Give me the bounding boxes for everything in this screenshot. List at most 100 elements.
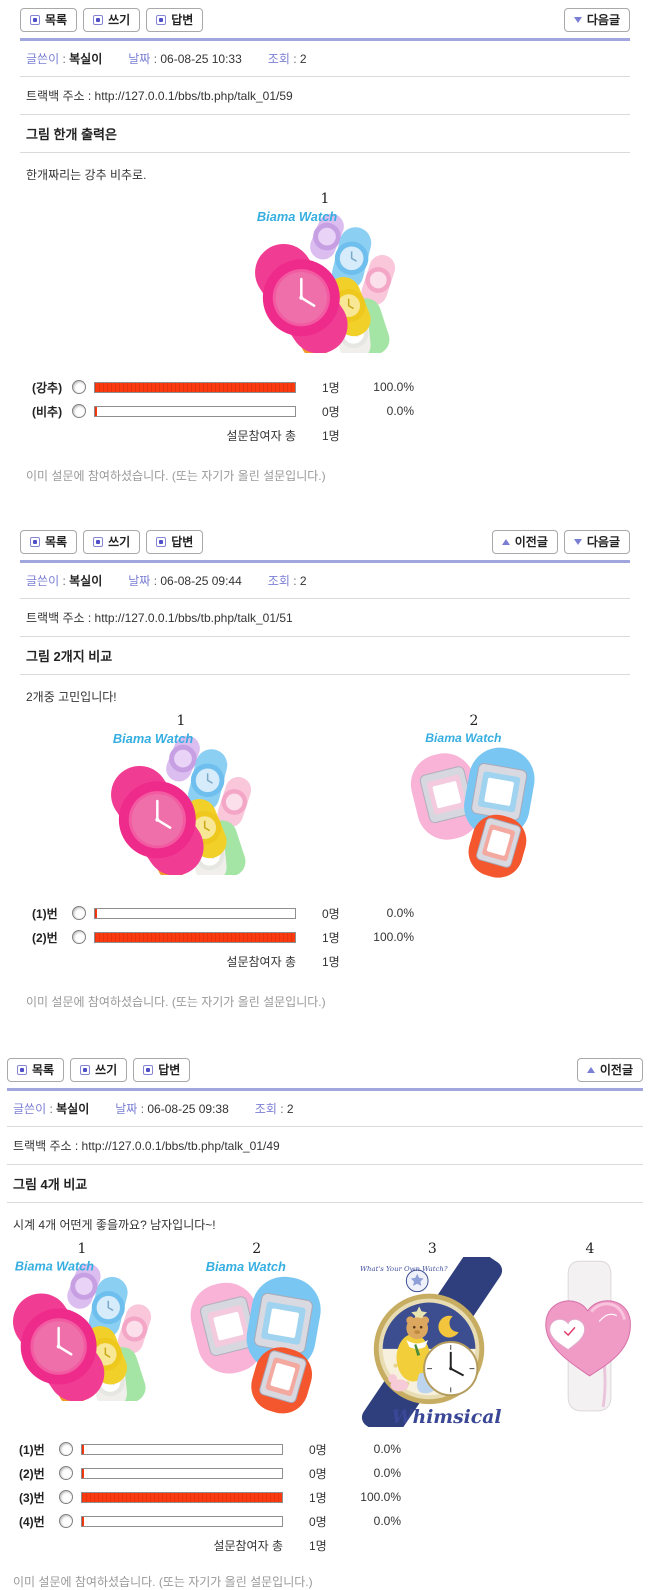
post-date: 06-08-25 09:38 (147, 1101, 229, 1116)
view-count: 2 (299, 573, 307, 588)
prev-post-button[interactable]: 이전글 (576, 1058, 643, 1082)
write-button[interactable]: 쓰기 (83, 530, 141, 554)
poll-figure: 1 Biama Watch (9, 1241, 155, 1401)
figures: 1 Biama Watch 2 Biama Watch (20, 711, 630, 879)
poll-option-percent: 100.0% (373, 380, 414, 394)
poll-option-radio[interactable] (72, 906, 86, 920)
poll-bar-track (81, 1467, 283, 1479)
poll-figure: 4 (539, 1241, 641, 1421)
poll-option-percent: 100.0% (373, 930, 414, 944)
brand-text: Biama Watch (113, 731, 193, 746)
brand-text: What's Your Own Watch? (360, 1265, 448, 1273)
toolbar-left: 목록 쓰기 답변 (20, 530, 204, 554)
brand-text: Biama Watch (15, 1260, 94, 1274)
poll-figure: 2 Biama Watch (404, 713, 544, 879)
figures: 1 Biama Watch 2 Biama Watch 3 What's You… (7, 1239, 643, 1427)
separator: : (46, 1101, 57, 1116)
next-post-button[interactable]: 다음글 (563, 530, 630, 554)
post-info-row: 글쓴이 : 복실이 날짜 : 06-08-25 09:38 조회 : 2 (7, 1091, 643, 1127)
poll-total-count: 1명 (322, 428, 340, 443)
list-button[interactable]: 목록 (20, 530, 78, 554)
poll-option-radio[interactable] (72, 380, 86, 394)
toolbar-right: 이전글 (576, 1058, 643, 1082)
poll-figure: 3 What's Your Own Watch? Whimsical (358, 1241, 507, 1427)
poll-option-label: (1)번 (19, 1442, 45, 1457)
prev-post-label: 이전글 (514, 535, 548, 549)
poll-option-radio[interactable] (59, 1442, 73, 1456)
write-button[interactable]: 쓰기 (70, 1058, 128, 1082)
poll-option-row: (3)번 1명 100.0% (19, 1485, 643, 1509)
reply-button[interactable]: 답변 (146, 530, 204, 554)
poll-total-row: 설문참여자 총 1명 (19, 1533, 643, 1557)
poll-option-percent: 0.0% (386, 404, 414, 418)
bullet-icon (156, 537, 167, 547)
trackback-label: 트랙백 주소 : (26, 611, 92, 625)
poll-total-label: 설문참여자 총 (226, 428, 296, 443)
watch-image-heart (544, 1259, 632, 1413)
poll-total-count: 1명 (322, 954, 340, 969)
poll-figure: 1 Biama Watch (250, 191, 400, 353)
poll-option-radio[interactable] (59, 1466, 73, 1480)
poll-option-radio[interactable] (59, 1514, 73, 1528)
poll-bar-fill (95, 908, 97, 918)
bullet-icon (30, 537, 40, 547)
next-post-button[interactable]: 다음글 (563, 8, 630, 32)
post-title: 그림 한개 출력은 (20, 115, 630, 153)
bullet-icon (93, 15, 104, 25)
bullet-icon (30, 15, 40, 25)
list-button[interactable]: 목록 (20, 8, 78, 32)
poll-total-count: 1명 (309, 1538, 327, 1553)
views-label: 조회 (254, 1102, 277, 1116)
post: 목록 쓰기 답변 이전글 글쓴이 : 복실이 날짜 : 06-08-25 09:… (0, 1050, 650, 1590)
reply-button[interactable]: 답변 (133, 1058, 191, 1082)
poll-option-label: (강추) (32, 380, 63, 395)
figure-number: 2 (252, 1241, 262, 1257)
list-button-label: 목록 (45, 13, 68, 27)
post-body: 시계 4개 어떤게 좋을까요? 남자입니다~! (13, 1218, 216, 1232)
poll-total-row: 설문참여자 총 1명 (32, 423, 630, 447)
poll-bar-fill (82, 1516, 84, 1526)
brand-text: Biama Watch (205, 1259, 285, 1274)
poll-option-count: 0명 (309, 1466, 327, 1481)
poll-option-percent: 0.0% (373, 1466, 401, 1480)
poll-option-label: (2)번 (19, 1466, 45, 1481)
bullet-icon (93, 537, 104, 547)
write-button-label: 쓰기 (108, 13, 131, 27)
poll-notice: 이미 설문에 참여하셨습니다. (또는 자기가 올린 설문입니다.) (26, 469, 326, 483)
view-count: 2 (299, 51, 307, 66)
post-title: 그림 2개지 비교 (20, 637, 630, 675)
toolbar: 목록 쓰기 답변 이전글 다음글 (20, 522, 630, 560)
figures: 1 Biama Watch (20, 189, 630, 353)
date-label: 날짜 (128, 52, 151, 66)
reply-button[interactable]: 답변 (146, 8, 204, 32)
poll-option-radio[interactable] (72, 404, 86, 418)
list-button[interactable]: 목록 (7, 1058, 65, 1082)
toolbar-left: 목록 쓰기 답변 (20, 8, 204, 32)
watch-image-biama-round: Biama Watch (106, 730, 256, 875)
chevron-down-icon (573, 539, 582, 545)
separator: : (137, 1101, 148, 1116)
poll-bar-track (94, 405, 296, 417)
divider-thick (7, 1088, 643, 1091)
write-button-label: 쓰기 (108, 535, 131, 549)
author-name: 복실이 (56, 1102, 90, 1116)
poll-total-label: 설문참여자 총 (226, 954, 296, 969)
poll: (강추) 1명 100.0% (비추) 0명 0.0% 설문참여자 총 1명 (20, 375, 630, 447)
poll-option-count: 0명 (309, 1442, 327, 1457)
author-label: 글쓴이 (26, 52, 60, 66)
reply-button-label: 답변 (171, 13, 194, 27)
post-title: 그림 4개 비교 (7, 1165, 643, 1203)
prev-post-button[interactable]: 이전글 (491, 530, 558, 554)
separator: : (150, 51, 161, 66)
poll-option-row: (강추) 1명 100.0% (32, 375, 630, 399)
poll-option-radio[interactable] (59, 1490, 73, 1504)
poll-bar-track (94, 381, 296, 393)
poll-option-row: (1)번 0명 0.0% (32, 901, 630, 925)
poll-option-radio[interactable] (72, 930, 86, 944)
bullet-icon (143, 1065, 154, 1075)
list-button-label: 목록 (45, 535, 68, 549)
post-date: 06-08-25 09:44 (160, 573, 242, 588)
views-label: 조회 (267, 574, 290, 588)
write-button[interactable]: 쓰기 (83, 8, 141, 32)
watch-image-biama-round: Biama Watch (250, 208, 400, 353)
